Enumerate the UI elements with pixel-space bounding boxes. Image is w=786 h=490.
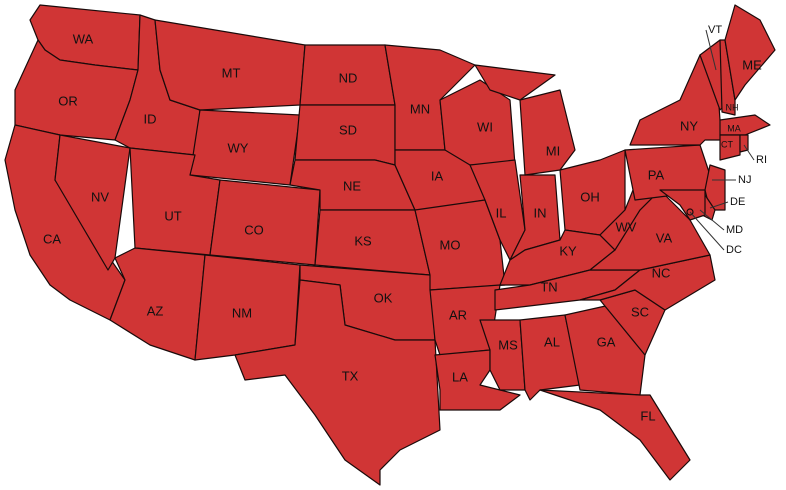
state-mi [519,89,576,176]
state-label-vt: VT [708,24,722,36]
state-label-ar: AR [449,307,467,322]
state-label-fl: FL [640,408,655,423]
state-label-wy: WY [228,140,249,155]
state-mi [474,64,556,101]
state-label-md: MD [726,224,743,236]
state-label-id: ID [144,111,157,126]
state-nv [54,134,131,271]
state-label-ok: OK [374,290,393,305]
state-label-mo: MO [440,237,461,252]
state-label-wi: WI [477,119,493,134]
state-label-nc: NC [652,265,671,280]
state-label-nm: NM [232,305,252,320]
state-label-me: ME [742,57,762,72]
state-label-ca: CA [43,231,61,246]
state-label-la: LA [452,369,468,384]
leader-line-vt [705,29,717,71]
state-fl [539,389,691,481]
state-label-ma: MA [727,123,741,133]
state-label-tx: TX [342,368,359,383]
state-label-nd: ND [339,70,358,85]
state-label-il: IL [496,205,507,220]
state-label-ks: KS [354,233,372,248]
state-label-nj: NJ [738,174,751,186]
state-ct [719,134,741,161]
leader-line-md [699,209,725,231]
state-label-de: DE [730,196,745,208]
leader-line-ri [743,144,755,161]
state-label-nh: NH [726,102,739,112]
state-label-mi: MI [546,143,560,158]
state-md [659,189,706,221]
state-label-ne: NE [343,178,361,193]
state-label-pa: PA [648,167,665,182]
state-label-ky: KY [559,243,577,258]
state-label-nv: NV [91,189,109,204]
state-nc [579,254,716,311]
state-label-al: AL [544,334,560,349]
state-me [724,4,776,101]
leader-line-dc [689,211,725,251]
state-label-dc: DC [726,244,742,256]
state-label-tn: TN [540,279,557,294]
state-label-oh: OH [580,189,600,204]
state-label-co: CO [244,222,264,237]
state-label-az: AZ [147,303,164,318]
state-label-ms: MS [498,337,518,352]
state-label-mn: MN [410,101,430,116]
state-label-ny: NY [680,118,698,133]
leader-line-de [709,201,729,209]
state-label-sd: SD [339,122,357,137]
state-nj [704,164,726,211]
state-label-ut: UT [164,208,181,223]
state-label-wv: WV [616,219,637,234]
state-ks [314,209,431,276]
state-label-va: VA [656,230,673,245]
state-ma [719,114,771,136]
state-label-ia: IA [431,168,444,183]
state-label-wa: WA [73,31,94,46]
state-nh [719,39,736,116]
state-label-or: OR [58,93,78,108]
state-label-ri: RI [756,154,767,166]
state-label-ga: GA [597,334,616,349]
state-label-in: IN [534,205,547,220]
state-label-ct: CT [721,139,733,149]
state-label-mt: MT [222,65,241,80]
state-tx [234,279,441,486]
state-co [209,179,321,266]
state-label-sc: SC [631,304,649,319]
